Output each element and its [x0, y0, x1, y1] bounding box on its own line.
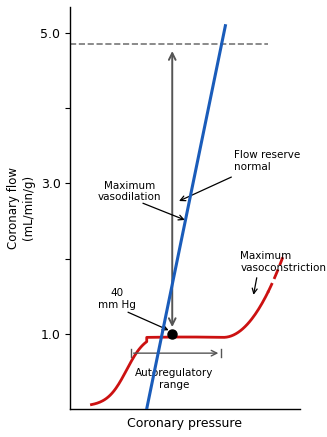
Text: Autoregulatory
range: Autoregulatory range: [135, 368, 214, 390]
Text: Maximum
vasoconstriction: Maximum vasoconstriction: [240, 251, 326, 273]
Text: Flow reserve
normal: Flow reserve normal: [234, 150, 300, 172]
Text: Maximum
vasodilation: Maximum vasodilation: [98, 180, 162, 202]
Text: 40
mm Hg: 40 mm Hg: [98, 288, 136, 309]
Y-axis label: Coronary flow
(mL/min/g): Coronary flow (mL/min/g): [7, 167, 35, 249]
X-axis label: Coronary pressure: Coronary pressure: [128, 417, 243, 430]
